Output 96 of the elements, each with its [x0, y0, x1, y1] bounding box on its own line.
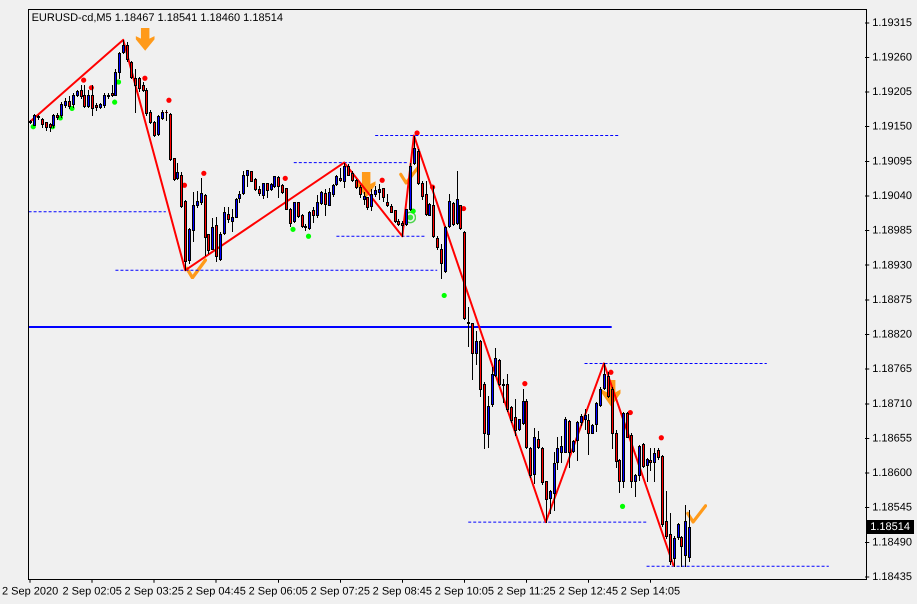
x-tick-label: 2 Sep 14:05 — [620, 585, 680, 598]
candlestick — [157, 114, 160, 136]
y-tick-label: 1.19315 — [872, 16, 912, 29]
candlestick — [653, 448, 656, 482]
point — [410, 208, 416, 214]
candlestick — [87, 90, 90, 108]
candlestick — [370, 188, 373, 212]
point — [414, 130, 420, 136]
y-tick-label: 1.18930 — [872, 259, 912, 272]
candlestick — [622, 412, 625, 488]
point — [658, 435, 664, 440]
point — [442, 292, 447, 298]
x-tick-label: 2 Sep 07:25 — [310, 585, 370, 598]
candlestick — [649, 448, 652, 472]
y-tick-label: 1.18655 — [872, 432, 912, 444]
candlestick — [266, 182, 269, 198]
candlestick — [308, 210, 311, 230]
candlestick — [564, 416, 567, 454]
x-tick-label: 2 Sep 2020 — [2, 585, 58, 598]
candlestick — [456, 170, 459, 226]
point — [166, 98, 172, 103]
candlestick — [471, 322, 474, 380]
candlestick — [568, 420, 571, 468]
candlestick — [324, 188, 327, 216]
candlestick — [134, 68, 137, 114]
candlestick — [386, 194, 389, 208]
point — [290, 226, 296, 232]
candlestick — [463, 230, 466, 320]
candlestick — [688, 510, 691, 562]
candlestick — [242, 170, 245, 196]
y-tick-label: 1.18600 — [872, 467, 912, 480]
candlestick — [425, 180, 428, 216]
x-tick-label: 2 Sep 06:05 — [248, 585, 308, 598]
x-tick-label: 2 Sep 02:05 — [62, 585, 122, 598]
candlestick — [273, 176, 276, 188]
y-tick-label: 1.18435 — [872, 570, 912, 583]
point — [608, 370, 614, 375]
y-tick-label: 1.18490 — [872, 536, 912, 548]
point — [620, 504, 626, 509]
candlestick — [591, 424, 594, 434]
y-tick-label: 1.19260 — [872, 51, 912, 64]
y-tick-label: 1.19205 — [872, 86, 912, 98]
y-tick-label: 1.19095 — [872, 155, 912, 168]
candlestick — [41, 118, 44, 128]
candlestick — [215, 216, 218, 262]
candlestick — [103, 92, 106, 108]
candlestick — [328, 188, 331, 206]
point — [282, 176, 288, 181]
candlestick — [452, 202, 455, 226]
candlestick — [83, 84, 86, 108]
candlestick — [533, 428, 536, 484]
candlestick — [223, 206, 226, 236]
point — [201, 170, 206, 176]
candlestick — [277, 176, 280, 198]
x-tick-label: 2 Sep 11:25 — [497, 585, 556, 598]
point — [522, 381, 528, 386]
candlestick — [444, 226, 447, 274]
candlestick — [448, 194, 451, 228]
candlestick — [498, 358, 501, 386]
candlestick — [316, 194, 319, 218]
y-tick-label: 1.18985 — [872, 224, 912, 237]
candlestick — [382, 188, 385, 202]
x-tick-label: 2 Sep 04:45 — [186, 585, 246, 598]
candlestick — [436, 236, 439, 250]
candlestick — [68, 96, 71, 110]
x-tick-label: 2 Sep 03:25 — [124, 585, 184, 598]
candlestick — [293, 202, 296, 224]
candlestick — [394, 210, 397, 224]
y-tick-label: 1.18545 — [872, 502, 912, 514]
point — [306, 234, 312, 239]
chart-title: EURUSD-cd,M5 1.18467 1.18541 1.18460 1.18514 — [32, 12, 283, 24]
text: 1.18514 — [870, 521, 910, 534]
point — [380, 178, 385, 183]
candlestick — [126, 42, 129, 62]
candlestick — [378, 184, 381, 200]
point — [81, 78, 86, 83]
x-tick-label: 2 Sep 08:45 — [372, 585, 432, 598]
candlestick — [130, 60, 133, 80]
x-tick-label: 2 Sep 10:05 — [434, 585, 494, 598]
candlestick — [363, 192, 366, 206]
y-tick-label: 1.18710 — [872, 398, 912, 410]
candlestick — [343, 162, 346, 188]
candlestick — [262, 182, 265, 200]
y-tick-label: 1.18820 — [872, 328, 912, 341]
candlestick — [165, 110, 168, 122]
y-tick-label: 1.18765 — [872, 363, 912, 376]
y-tick-label: 1.19150 — [872, 120, 912, 133]
candlestick — [339, 168, 342, 182]
y-tick-label: 1.19040 — [872, 190, 912, 202]
candlestick — [204, 194, 207, 256]
y-tick-label: 1.18875 — [872, 294, 912, 306]
point — [142, 76, 148, 81]
point — [112, 100, 118, 105]
x-tick-label: 2 Sep 12:45 — [558, 585, 618, 598]
candlestick — [638, 444, 641, 482]
candlestick — [514, 398, 517, 436]
